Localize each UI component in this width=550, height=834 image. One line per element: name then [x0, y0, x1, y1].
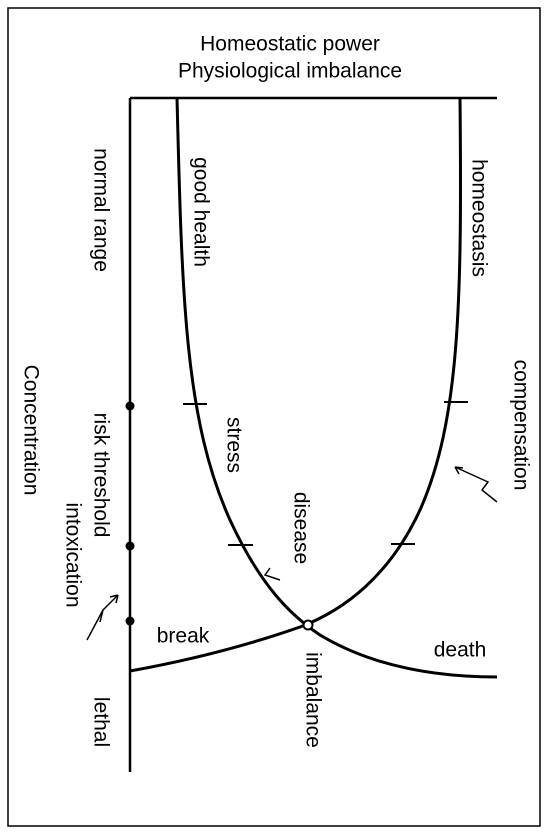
curve-label: death [434, 639, 487, 662]
curve-label: disease [289, 492, 312, 564]
axis-dot [125, 541, 135, 551]
axis-dot [125, 616, 135, 626]
zone-label: intoxication [61, 502, 84, 607]
health-curve [175, 97, 498, 679]
zone-label: risk threshold [89, 413, 112, 538]
curve-label: compensation [509, 360, 532, 491]
curve-label: break [157, 625, 210, 648]
curve-label: stress [222, 417, 245, 473]
arrow [454, 466, 498, 503]
curve-label: homeostasis [467, 159, 490, 277]
zone-label: lethal [89, 697, 112, 747]
pointer [263, 567, 281, 581]
zone-label: normal range [89, 148, 112, 272]
intersection-point [302, 619, 314, 631]
subtitle: Physiological imbalance [178, 60, 402, 83]
axis-dot [125, 401, 135, 411]
intersection-label: imbalance [301, 652, 324, 748]
axis-label: Concentration [19, 365, 42, 496]
homeostasis-curve [129, 97, 463, 673]
title: Homeostatic power [200, 33, 380, 56]
curve-label: good health [189, 157, 212, 267]
frame [7, 7, 541, 827]
arrow [86, 594, 119, 641]
